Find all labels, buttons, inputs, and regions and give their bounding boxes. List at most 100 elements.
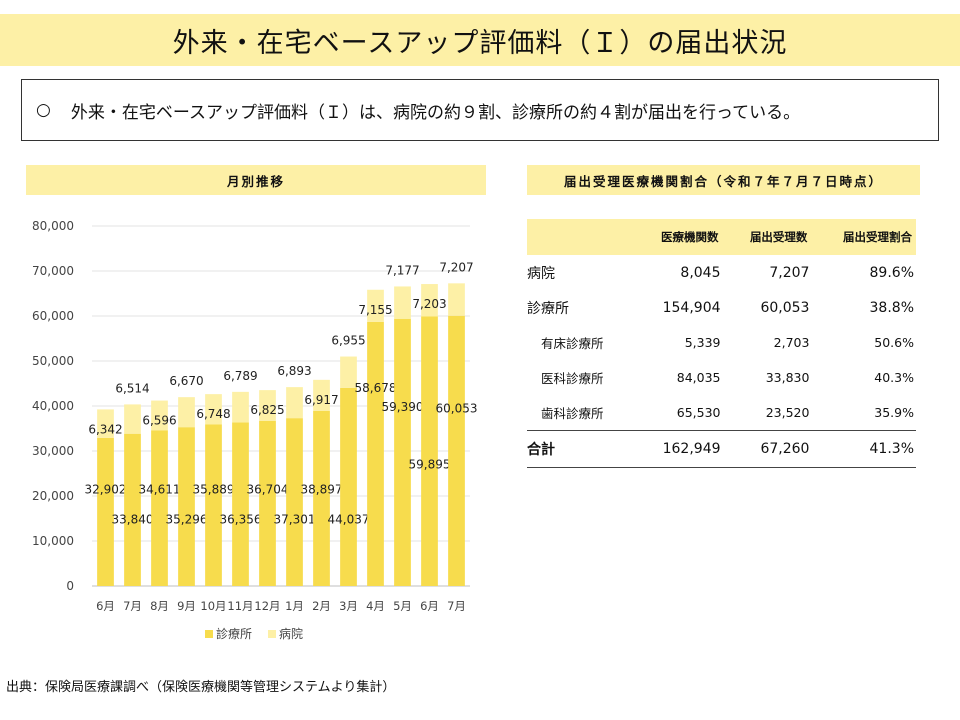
bar-hospital: [97, 409, 114, 438]
bar-hospital: [205, 394, 222, 425]
legend-label-hospital: 病院: [279, 626, 303, 641]
acceptance-table: 医療機関数 届出受理数 届出受理割合 病院 8,045 7,207 89.6% 診療所 1…: [527, 219, 916, 468]
legend-swatch-hospital: [268, 630, 276, 638]
table-header-ratio: 届出受理割合: [811, 219, 916, 255]
y-tick-label: 20,000: [32, 489, 74, 503]
bar-hospital: [448, 283, 465, 316]
clinic-value-label: 34,611: [139, 482, 181, 496]
page-title: 外来・在宅ベースアップ評価料（Ｉ）の届出状況: [0, 14, 960, 66]
x-tick-label: 7月: [447, 599, 466, 613]
bar-hospital: [340, 356, 357, 388]
y-tick-label: 70,000: [32, 264, 74, 278]
y-tick-label: 10,000: [32, 534, 74, 548]
bar-clinic: [286, 418, 303, 586]
x-tick-label: 8月: [150, 599, 169, 613]
hospital-value-label: 6,748: [196, 407, 230, 421]
bar-hospital: [259, 390, 276, 421]
row-accepted: 7,207: [769, 264, 810, 281]
hospital-value-label: 6,342: [88, 422, 122, 436]
clinic-value-label: 60,053: [436, 401, 478, 415]
x-tick-label: 6月: [420, 599, 439, 613]
table-header-accepted: 届出受理数: [722, 219, 812, 255]
row-accepted: 33,830: [765, 370, 810, 385]
x-tick-label: 1月: [285, 599, 304, 613]
clinic-value-label: 36,704: [247, 482, 289, 496]
hospital-value-label: 7,207: [439, 260, 473, 274]
table-header-blank: [527, 219, 634, 255]
hospital-value-label: 7,155: [358, 303, 392, 317]
bar-hospital: [313, 379, 330, 411]
row-count: 8,045: [680, 264, 721, 281]
monthly-trend-chart: 0 10,000 20,000 30,000 40,000 50,000 60,000 70,…: [32, 219, 478, 641]
bar-hospital: [367, 289, 384, 322]
bar-clinic: [259, 420, 276, 586]
clinic-value-label: 44,037: [328, 512, 370, 526]
row-ratio: 50.6%: [874, 335, 914, 350]
row-count: 65,530: [676, 405, 721, 420]
summary-bullet: ○: [36, 100, 51, 120]
bar-clinic: [178, 427, 195, 586]
legend-label-clinic: 診療所: [216, 626, 252, 641]
table-row: 歯科診療所 65,530 23,520 35.9%: [527, 395, 916, 431]
bar-clinic: [394, 318, 411, 586]
bar-hospital: [394, 286, 411, 319]
row-count: 154,904: [662, 299, 721, 316]
x-tick-label: 5月: [393, 599, 412, 613]
summary-box: ○ 外来・在宅ベースアップ評価料（Ｉ）は、病院の約９割、診療所の約４割が届出を行…: [21, 79, 939, 141]
bar-hospital: [421, 284, 438, 317]
source-note: 出典：保険局医療課調べ（保険医療機関等管理システムより集計）: [6, 680, 396, 695]
clinic-value-label: 35,296: [166, 512, 208, 526]
x-tick-label: 9月: [177, 599, 196, 613]
bar-clinic: [205, 424, 222, 586]
hospital-value-label: 6,893: [277, 364, 311, 378]
hospital-value-label: 6,955: [331, 334, 365, 348]
x-tick-label: 3月: [339, 599, 358, 613]
row-accepted: 23,520: [765, 405, 810, 420]
row-ratio: 89.6%: [869, 264, 914, 281]
y-tick-label: 40,000: [32, 399, 74, 413]
clinic-value-label: 37,301: [274, 512, 316, 526]
y-tick-label: 80,000: [32, 219, 74, 233]
x-tick-label: 11月: [227, 599, 253, 613]
bar-clinic: [97, 437, 114, 586]
hospital-value-label: 6,917: [304, 393, 338, 407]
bar-clinic: [448, 315, 465, 586]
bar-clinic: [421, 316, 438, 586]
x-tick-label: 7月: [123, 599, 142, 613]
row-accepted: 67,260: [722, 430, 812, 468]
bar-hospital: [178, 397, 195, 428]
clinic-value-label: 33,840: [112, 512, 154, 526]
row-count: 84,035: [676, 370, 721, 385]
monthly-trend-heading: 月別推移: [26, 165, 486, 195]
acceptance-ratio-heading: 届出受理医療機関割合（令和７年７月７日時点）: [527, 165, 920, 195]
hospital-value-label: 6,825: [250, 403, 284, 417]
row-ratio: 35.9%: [874, 405, 914, 420]
table-row: 合計 162,949 67,260 41.3%: [527, 430, 916, 468]
row-ratio: 41.3%: [811, 430, 916, 468]
row-label: 病院: [527, 265, 555, 282]
y-tick-label: 50,000: [32, 354, 74, 368]
x-tick-label: 6月: [96, 599, 115, 613]
bar-clinic: [124, 433, 141, 586]
row-ratio: 38.8%: [869, 299, 914, 316]
row-label: 医科診療所: [541, 371, 604, 386]
row-ratio: 40.3%: [874, 370, 914, 385]
row-label: 診療所: [527, 300, 569, 317]
hospital-value-label: 6,596: [142, 414, 176, 428]
hospital-value-label: 6,789: [223, 369, 257, 383]
bar-clinic: [367, 321, 384, 586]
hospital-value-label: 7,203: [412, 297, 446, 311]
hospital-value-label: 7,177: [385, 263, 419, 277]
hospital-value-label: 6,514: [115, 381, 149, 395]
clinic-value-label: 36,356: [220, 512, 262, 526]
x-tick-label: 12月: [254, 599, 280, 613]
y-tick-label: 30,000: [32, 444, 74, 458]
clinic-value-label: 58,678: [355, 381, 397, 395]
bar-hospital: [232, 391, 249, 423]
table-row: 有床診療所 5,339 2,703 50.6%: [527, 325, 916, 360]
summary-text: 外来・在宅ベースアップ評価料（Ｉ）は、病院の約９割、診療所の約４割が届出を行って…: [70, 102, 801, 123]
bar-clinic: [232, 422, 249, 586]
x-tick-label: 10月: [200, 599, 226, 613]
clinic-value-label: 38,897: [301, 482, 343, 496]
table-header-count: 医療機関数: [633, 219, 723, 255]
